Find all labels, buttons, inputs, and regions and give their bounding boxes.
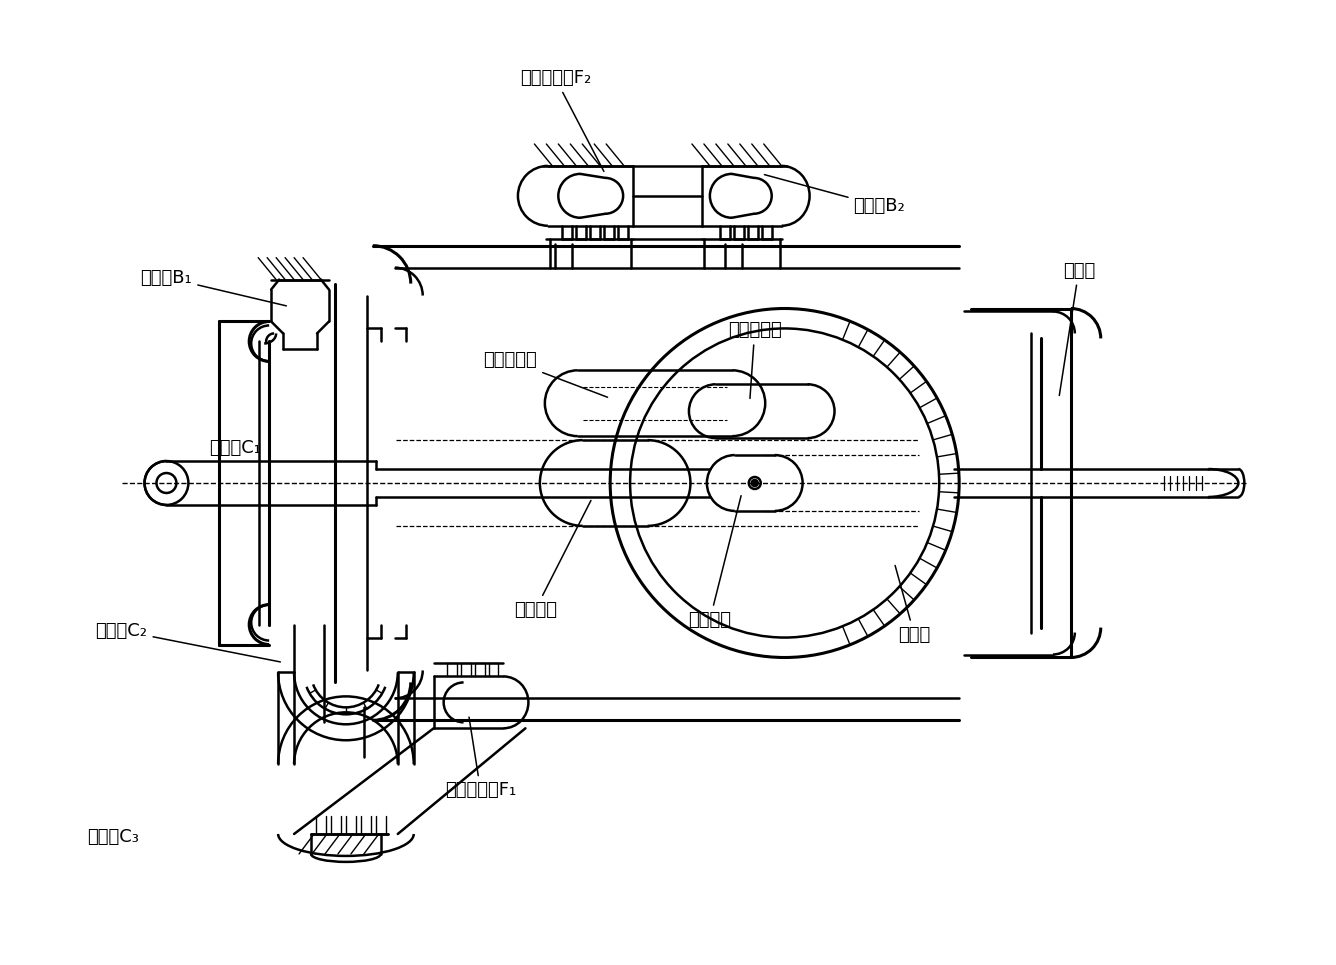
Text: 短行星齿轮: 短行星齿轮: [728, 321, 782, 399]
Text: 行星架: 行星架: [1059, 262, 1096, 396]
Text: 离合器C₁: 离合器C₁: [210, 439, 262, 457]
Text: 离合器C₃: 离合器C₃: [87, 828, 139, 846]
Text: 长行星齿轮: 长行星齿轮: [484, 351, 608, 398]
Text: 单向离合器F₁: 单向离合器F₁: [445, 717, 516, 799]
Text: 制动器B₁: 制动器B₁: [140, 268, 286, 306]
Text: 离合器C₂: 离合器C₂: [96, 621, 281, 662]
Text: 大太阳轮: 大太阳轮: [514, 501, 591, 619]
Circle shape: [752, 480, 758, 486]
Text: 制动器B₂: 制动器B₂: [764, 175, 906, 215]
Text: 单向离合器F₂: 单向离合器F₂: [520, 69, 604, 172]
Text: 内齿圈: 内齿圈: [895, 565, 930, 644]
Text: 小太阳轮: 小太阳轮: [688, 496, 741, 628]
